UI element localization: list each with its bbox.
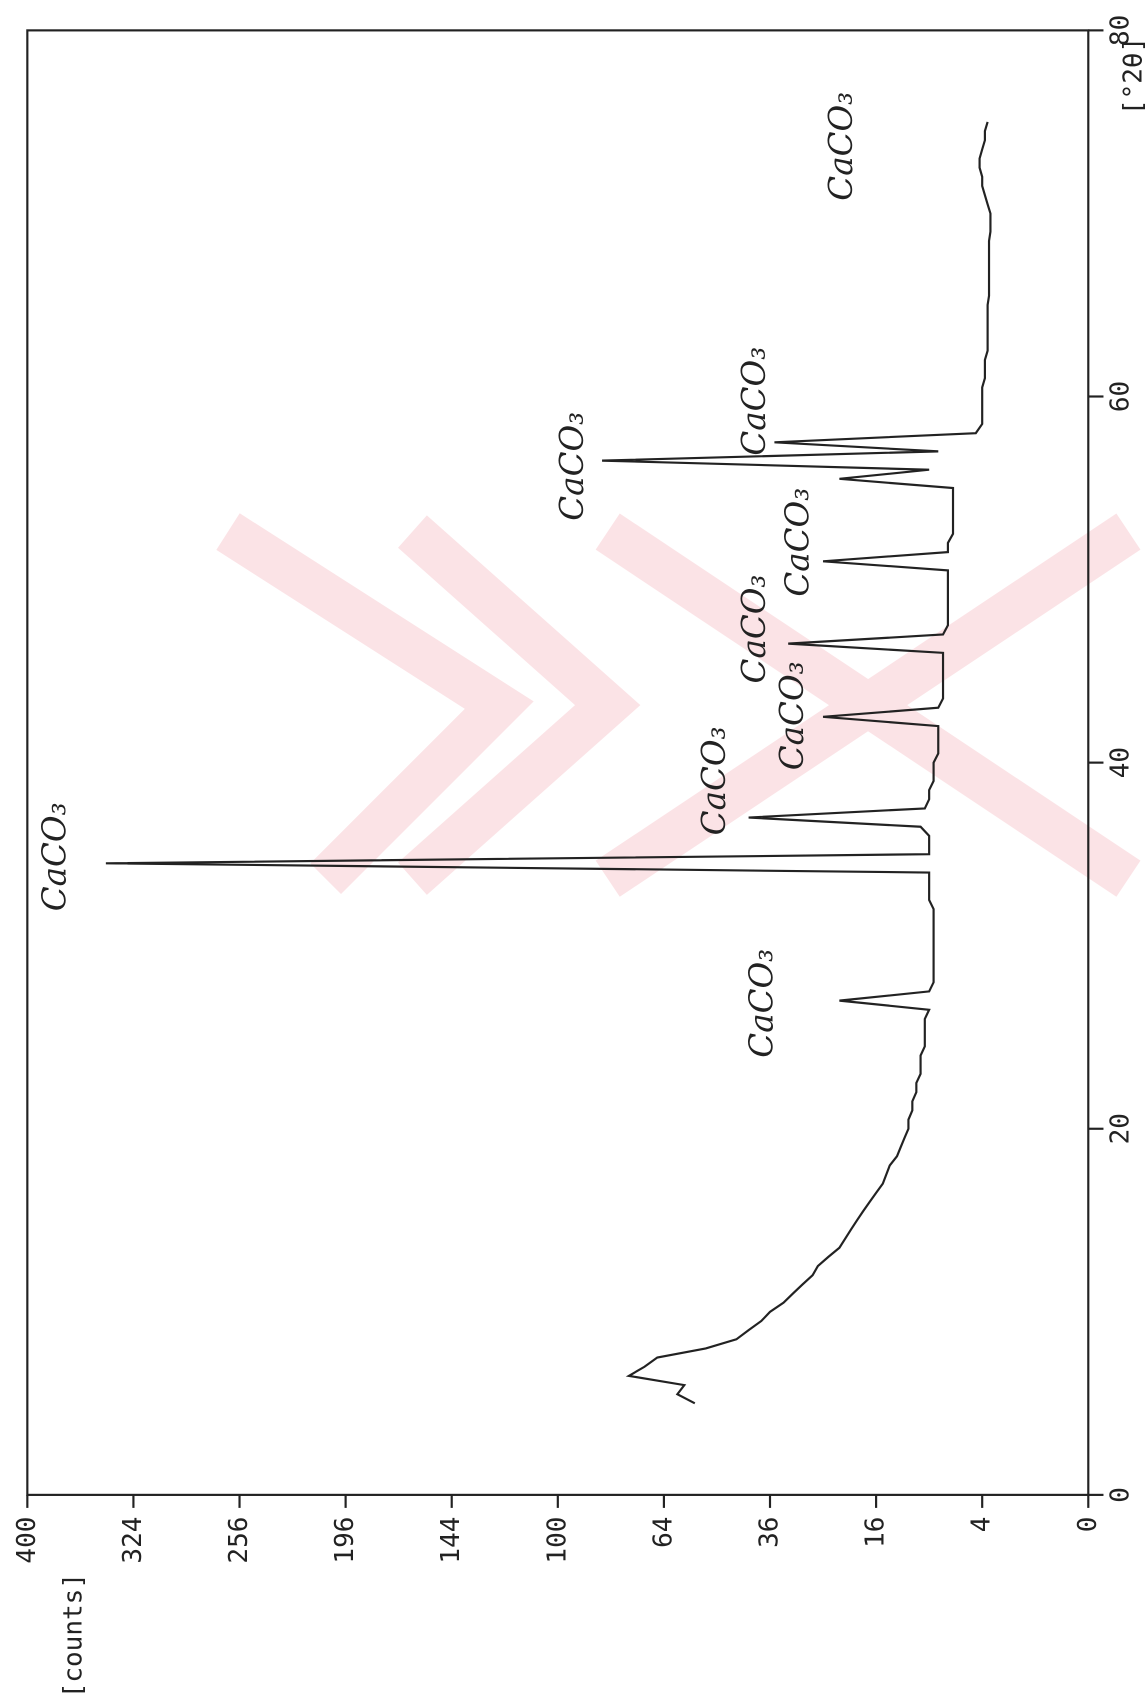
y-axis-label: [counts] [58, 1573, 88, 1698]
y-tick-label: 144 [436, 1517, 466, 1564]
x-tick-label: 0 [1105, 1487, 1135, 1503]
watermark-stroke [216, 513, 534, 895]
watermark-stroke [398, 515, 641, 895]
annotation: CaCO₃ [743, 949, 781, 1058]
y-tick-label: 16 [861, 1517, 891, 1548]
x-tick-label: 40 [1105, 747, 1135, 778]
y-tick-label: 64 [648, 1517, 678, 1548]
watermark [216, 513, 1141, 897]
y-tick-label: 4 [967, 1517, 997, 1533]
y-tick-label: 196 [330, 1517, 360, 1564]
annotation: CaCO₃ [822, 92, 860, 201]
data-line [105, 121, 992, 1405]
x-tick-label: 20 [1105, 1113, 1135, 1144]
x-tick-label: 80 [1105, 15, 1135, 46]
y-tick-label: 400 [12, 1517, 42, 1564]
x-axis-label: [°2θ] [1118, 37, 1146, 115]
watermark-stroke [595, 513, 1141, 897]
annotation: CaCO₃ [553, 412, 591, 521]
annotation: CaCO₃ [695, 726, 733, 835]
annotation: CaCO₃ [773, 661, 811, 770]
y-tick-label: 36 [755, 1517, 785, 1548]
x-tick-label: 60 [1105, 381, 1135, 412]
annotation: CaCO₃ [778, 488, 816, 597]
y-tick-label: 324 [118, 1517, 148, 1564]
annotation: CaCO₃ [735, 347, 773, 456]
annotation: CaCO₃ [735, 575, 773, 684]
y-tick-label: 256 [224, 1517, 254, 1564]
y-tick-label: 100 [542, 1517, 572, 1564]
annotation: CaCO₃ [35, 802, 73, 911]
y-tick-label: 0 [1073, 1517, 1103, 1533]
